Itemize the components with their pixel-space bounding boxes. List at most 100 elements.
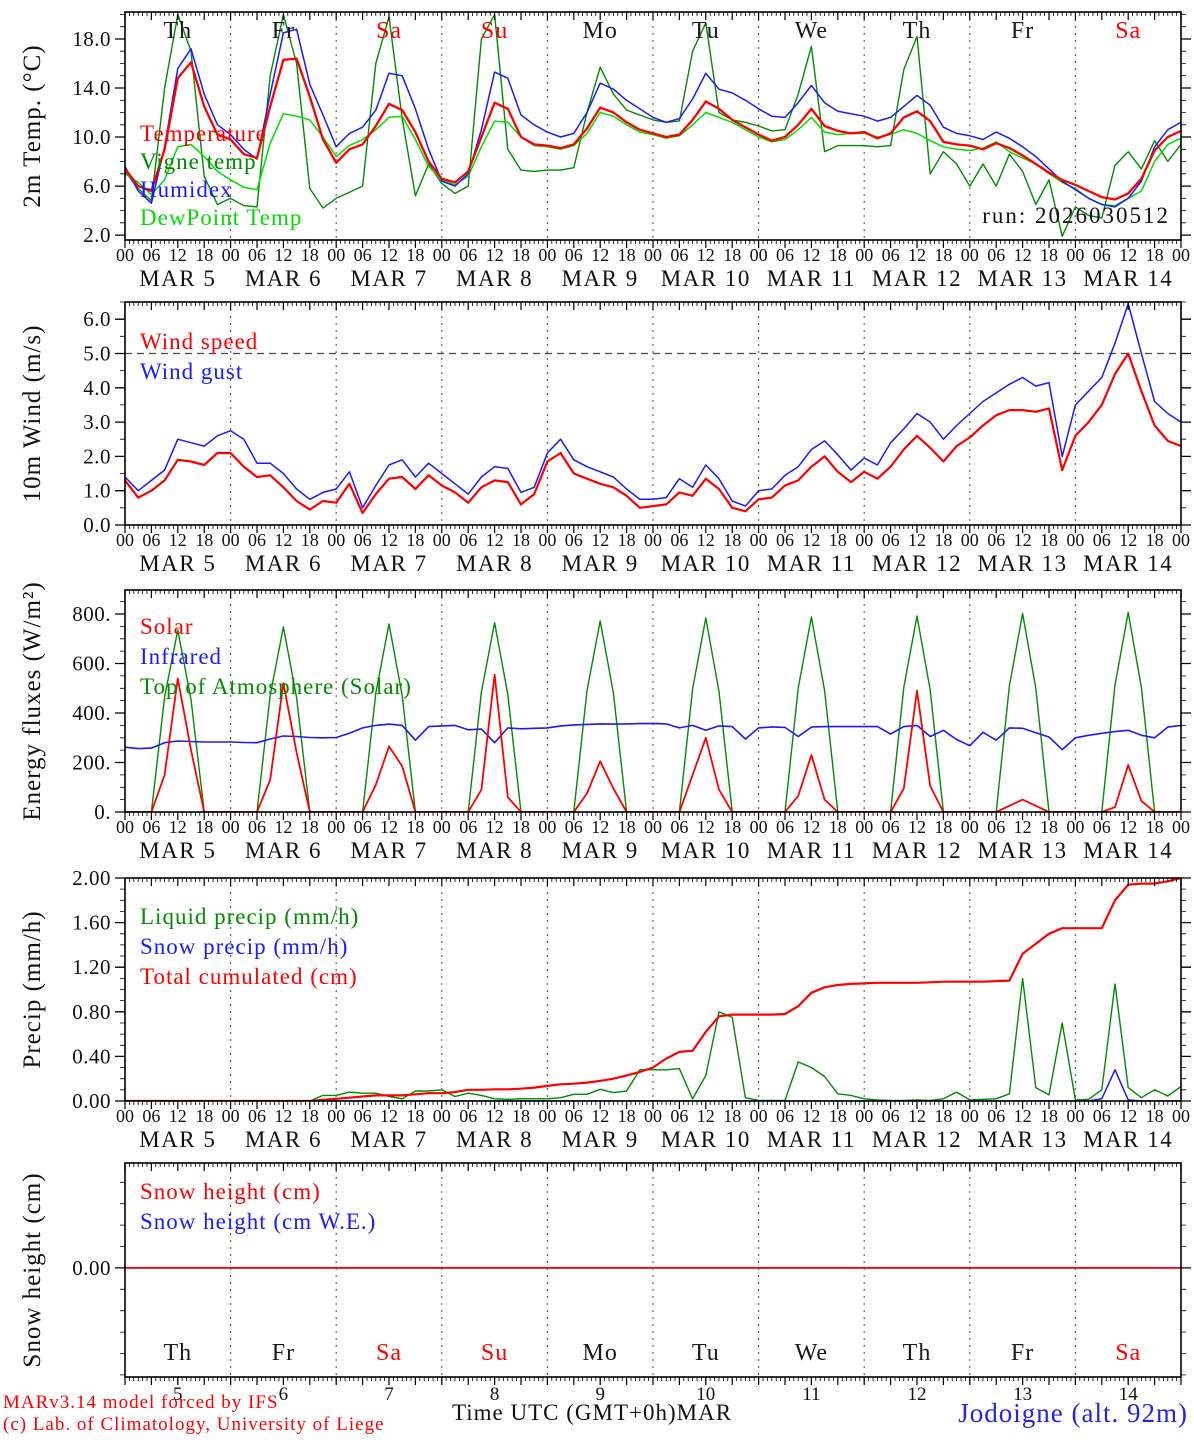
x-major-ticks: [124, 12, 1182, 248]
hour-label: 18: [195, 817, 213, 837]
hour-label: 12: [908, 530, 926, 550]
hour-label: 18: [195, 530, 213, 550]
hour-label: 18: [934, 245, 952, 265]
hour-label: 12: [591, 1106, 609, 1126]
hour-label: 18: [618, 245, 636, 265]
hour-label: 06: [248, 1106, 266, 1126]
hour-label: 12: [1119, 1106, 1137, 1126]
hour-label: 00: [750, 1106, 768, 1126]
hour-label: 18: [934, 1106, 952, 1126]
x-minor-ticks: [129, 1163, 1177, 1381]
panel-precip: 0.00 0.40 0.80 1.20 1.60 2.00 Precip (mm/h) 00 0…: [19, 866, 1191, 1152]
hour-label: 06: [1093, 530, 1111, 550]
y-tick-label: 4.0: [83, 376, 111, 400]
date-label: MAR 13: [978, 838, 1068, 863]
y-tick-label: 0.00: [72, 1089, 111, 1113]
day-name-top: Th: [163, 18, 192, 44]
x-major-ticks: [124, 302, 1182, 533]
y-tick-label: 400.: [72, 701, 111, 725]
hour-label: 06: [1093, 245, 1111, 265]
series-solar-line: [125, 673, 1181, 812]
y-axis-title-energy-fluxes: Energy fluxes (W/m²): [19, 581, 46, 820]
legend-temperature: Temperature: [140, 121, 267, 146]
y-axis-title-snow-height: Snow height (cm): [19, 1172, 46, 1367]
hour-label: 18: [723, 245, 741, 265]
date-label: MAR 10: [661, 266, 751, 291]
run-label: run: 2026030512: [982, 203, 1170, 228]
hour-label: 18: [723, 1106, 741, 1126]
date-label: MAR 11: [767, 551, 856, 576]
date-label: MAR 5: [139, 838, 216, 863]
date-label: MAR 12: [872, 266, 962, 291]
hour-label: 00: [961, 245, 979, 265]
panel-temperature: 2.0 6.0 10.0 14.0 18.0 2m Temp. (°C) 00 06 12 18 0…: [19, 11, 1191, 291]
hour-label: 12: [802, 817, 820, 837]
hour-label: 00: [1066, 1106, 1084, 1126]
hour-label: 00: [222, 530, 240, 550]
date-label: MAR 9: [562, 1127, 639, 1152]
hour-label: 18: [301, 1106, 319, 1126]
hour-label: 06: [1093, 1106, 1111, 1126]
hour-label: 06: [354, 1106, 372, 1126]
hour-label: 00: [1066, 245, 1084, 265]
day-name-bottom: Fr: [272, 1340, 295, 1366]
time-utc-label: Time UTC (GMT+0h): [452, 1400, 677, 1425]
hour-label: 12: [486, 530, 504, 550]
y-tick-label: 14.0: [72, 76, 111, 100]
y-tick-label: 2.0: [83, 223, 111, 247]
hour-label: 06: [248, 817, 266, 837]
series-wind-gust-line: [125, 302, 1181, 509]
date-label: MAR 8: [456, 1127, 533, 1152]
hour-label: 00: [327, 817, 345, 837]
date-label: MAR 9: [562, 266, 639, 291]
hour-label: 12: [1014, 245, 1032, 265]
panel-frame: [124, 589, 1182, 813]
hour-label: 00: [116, 530, 134, 550]
hour-label: 18: [618, 1106, 636, 1126]
hour-label: 00: [327, 1106, 345, 1126]
hour-label: 06: [459, 817, 477, 837]
series-temperature-line: [125, 57, 1181, 201]
legend-total-cumulated-cm-: Total cumulated (cm): [140, 964, 358, 989]
hour-label: 00: [855, 1106, 873, 1126]
hour-label: 18: [1040, 817, 1058, 837]
hour-label: 12: [697, 817, 715, 837]
panel-snow-height: 0.00 Snow height (cm) Th Fr Sa Su Mo Tu We Th Fr Sa…: [19, 1162, 1191, 1405]
credit-line-1: MARv3.14 model forced by IFS: [3, 1392, 279, 1413]
hour-label: 18: [1040, 1106, 1058, 1126]
legend-humidex: Humidex: [140, 177, 233, 202]
legend-liquid-precip-mm-h-: Liquid precip (mm/h): [140, 904, 360, 929]
date-label: MAR 10: [661, 838, 751, 863]
y-tick-label: 1.60: [72, 911, 111, 935]
hour-label: 06: [565, 817, 583, 837]
hour-label: 12: [802, 530, 820, 550]
y-tick-label: 0.80: [72, 1000, 111, 1024]
hour-label: 12: [802, 1106, 820, 1126]
hour-label: 00: [750, 530, 768, 550]
hour-label: 00: [327, 245, 345, 265]
hour-label: 00: [1172, 817, 1190, 837]
y-tick-label: 800.: [72, 602, 111, 626]
hour-label: 00: [1172, 1106, 1190, 1126]
credit-line-2: (c) Lab. of Climatology, University of L…: [3, 1414, 385, 1435]
y-tick-label: 0.00: [72, 1256, 111, 1280]
day-name-top: Mo: [583, 18, 618, 44]
date-label: MAR 7: [350, 266, 427, 291]
day-name-bottom: Su: [481, 1340, 508, 1366]
y-major-ticks: [115, 613, 1191, 813]
date-label: MAR 7: [350, 551, 427, 576]
series-wind-speed-line: [125, 352, 1181, 515]
hour-label: 06: [987, 530, 1005, 550]
hour-label: 00: [855, 530, 873, 550]
hour-label: 18: [934, 817, 952, 837]
hour-label: 00: [327, 530, 345, 550]
hour-label: 00: [433, 530, 451, 550]
hour-label: 18: [829, 530, 847, 550]
hour-label: 12: [486, 817, 504, 837]
y-minor-ticks: [120, 301, 1186, 509]
hour-label: 06: [248, 245, 266, 265]
hour-label: 06: [776, 245, 794, 265]
hour-label: 12: [380, 530, 398, 550]
series-humidex-line: [125, 28, 1181, 208]
